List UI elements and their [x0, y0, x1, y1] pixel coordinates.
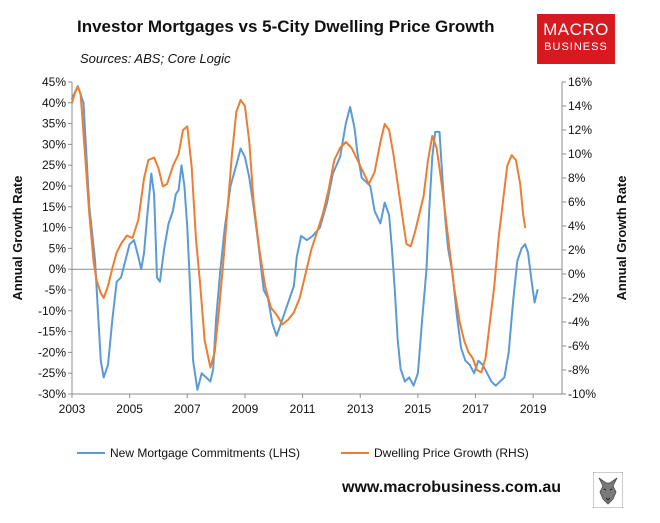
series-layer	[71, 85, 539, 391]
y-axis-label-right: Annual Growth Rate	[614, 176, 629, 301]
logo-line-2: BUSINESS	[544, 41, 608, 53]
y-tick-label-left: 35%	[42, 117, 66, 131]
y-tick-label-left: 25%	[42, 158, 66, 172]
y-tick-label-left: 10%	[42, 221, 66, 235]
plot-area	[72, 82, 562, 394]
x-tick-label: 2015	[405, 402, 432, 416]
y-axis-label-left: Annual Growth Rate	[10, 176, 25, 301]
x-tick-label: 2007	[174, 402, 201, 416]
y-tick-label-left: -15%	[38, 325, 66, 339]
y-tick-label-right: 8%	[568, 171, 586, 185]
y-tick-label-left: 40%	[42, 96, 66, 110]
y-tick-label-right: 4%	[568, 219, 586, 233]
series-line-dwelling-price-growth	[71, 85, 527, 374]
axes: 45% 40% 35% 30% 25% 20% 15% 10% 5% 0% -5% -10% -15% -…	[38, 75, 596, 416]
y-tick-label-left: 15%	[42, 200, 66, 214]
y-tick-label-left: -20%	[38, 345, 66, 359]
chart-title: Investor Mortgages vs 5-City Dwelling Pr…	[77, 17, 495, 36]
y-tick-label-right: 14%	[568, 99, 592, 113]
chart-subtitle: Sources: ABS; Core Logic	[80, 51, 231, 66]
y-tick-label-right: -4%	[568, 315, 590, 329]
series-line-mortgage-commitments	[71, 85, 539, 391]
y-tick-label-right: -2%	[568, 291, 590, 305]
y-tick-label-right: 2%	[568, 243, 586, 257]
wolf-icon	[593, 472, 623, 508]
x-tick-label: 2011	[290, 402, 316, 416]
y-tick-label-left: 30%	[42, 137, 66, 151]
y-tick-label-left: -5%	[45, 283, 67, 297]
y-tick-label-right: -8%	[568, 363, 590, 377]
website-url[interactable]: www.macrobusiness.com.au	[342, 479, 562, 496]
legend-label-lhs: New Mortgage Commitments (LHS)	[110, 446, 300, 460]
y-tick-label-left: -30%	[38, 387, 66, 401]
y-tick-label-left: 20%	[42, 179, 66, 193]
y-tick-label-right: 16%	[568, 75, 592, 89]
y-tick-label-right: 10%	[568, 147, 592, 161]
y-tick-label-right: 6%	[568, 195, 586, 209]
y-tick-label-right: -6%	[568, 339, 590, 353]
y-tick-label-right: -10%	[568, 387, 596, 401]
y-tick-label-right: 0%	[568, 267, 586, 281]
y-tick-label-right: 12%	[568, 123, 592, 137]
y-tick-label-left: 45%	[42, 75, 66, 89]
legend: New Mortgage Commitments (LHS) Dwelling …	[77, 446, 529, 460]
legend-label-rhs: Dwelling Price Growth (RHS)	[374, 446, 529, 460]
macrobusiness-logo: MACRO BUSINESS	[537, 14, 615, 64]
x-tick-label: 2017	[462, 402, 489, 416]
y-tick-label-left: 0%	[49, 262, 67, 276]
x-tick-label: 2019	[520, 402, 547, 416]
y-tick-label-left: 5%	[49, 241, 67, 255]
logo-line-1: MACRO	[543, 20, 609, 39]
x-tick-label: 2005	[116, 402, 143, 416]
x-tick-label: 2003	[59, 402, 86, 416]
x-tick-label: 2009	[232, 402, 259, 416]
y-tick-label-left: -25%	[38, 366, 66, 380]
x-tick-label: 2013	[347, 402, 374, 416]
y-tick-label-left: -10%	[38, 304, 66, 318]
